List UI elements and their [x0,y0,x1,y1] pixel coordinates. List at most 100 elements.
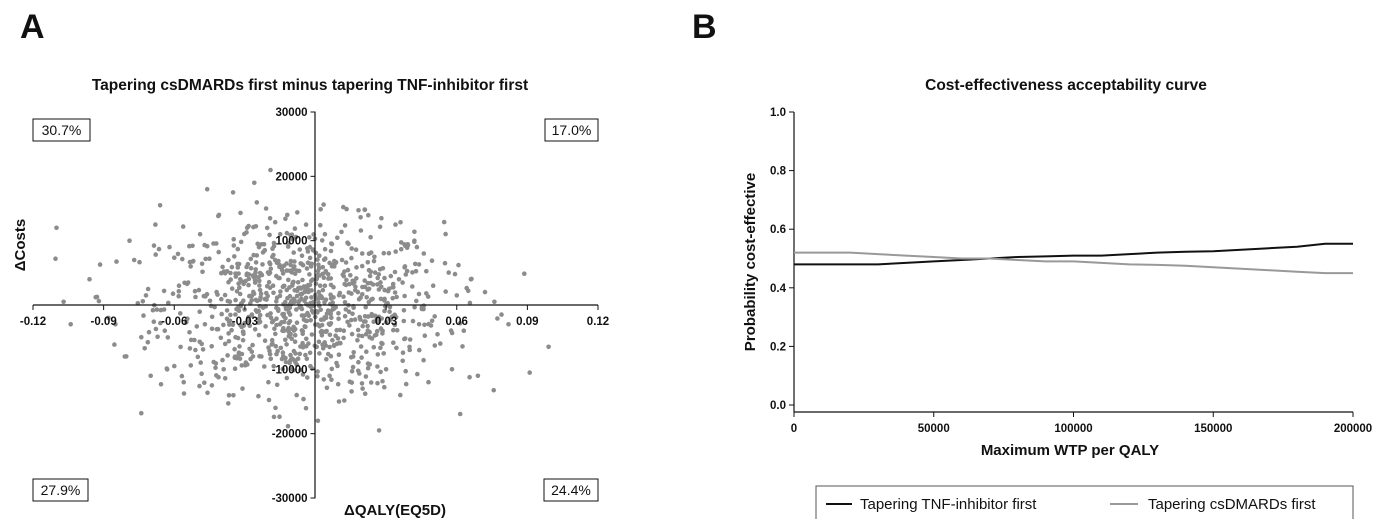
scatter-point [347,281,352,287]
scatter-point [443,289,449,294]
scatter-point [106,315,111,321]
scatter-point [124,354,129,359]
scatter-point [253,270,258,275]
scatter-point [329,315,334,321]
scatter-point [376,272,382,277]
scatter-point [273,344,279,349]
scatter-point [233,312,238,317]
scatter-point [238,323,243,328]
scatter-point [264,283,270,289]
scatter-point [215,292,220,297]
scatter-point [387,304,393,310]
scatter-point [187,330,192,335]
scatter-point [237,344,242,349]
x-ticks: -0.12 -0.09 -0.06 -0.03 0.03 0.06 0.09 0.12 [20,305,609,328]
scatter-point [321,377,327,382]
scatter-point [359,333,365,339]
scatter-point [301,313,307,318]
scatter-point [398,240,404,245]
scatter-point [442,260,448,266]
scatter-point [379,340,384,346]
scatter-point [407,344,412,350]
scatter-point [240,337,246,343]
scatter-point [229,327,234,333]
scatter-point [321,202,326,207]
scatter-point [226,331,231,336]
y-tick-label: -20000 [272,429,308,441]
scatter-point [230,190,236,195]
scatter-point [280,366,286,372]
scatter-point [410,318,416,324]
scatter-point [228,277,233,282]
scatter-point [209,383,215,388]
scatter-point [342,300,348,305]
ceac-x-label: Maximum WTP per QALY [981,442,1159,459]
scatter-point [301,344,307,349]
scatter-point [235,261,240,267]
scatter-point [454,293,460,298]
scatter-point [319,294,324,299]
scatter-point [350,311,355,317]
scatter-point [398,220,403,225]
scatter-point [385,300,391,306]
scatter-point [283,216,288,222]
scatter-point [308,304,314,310]
scatter-point [421,306,426,312]
scatter-point [276,308,281,314]
scatter-point [222,341,228,347]
scatter-point [368,234,373,240]
scatter-point [266,397,272,403]
y-ticks: 30000 20000 10000 -10000 -20000 -30000 [272,107,316,505]
scatter-point [429,318,435,324]
scatter-point [280,350,286,355]
scatter-point [239,351,245,357]
scatter-point [231,237,236,242]
scatter-point [345,240,350,245]
scatter-point [164,366,170,371]
scatter-point [349,331,355,337]
scatter-point [367,273,373,279]
scatter-point [341,294,346,300]
x-tick-label: -0.06 [161,316,187,328]
scatter-point [387,309,392,315]
scatter-point [142,346,147,351]
scatter-point [313,281,319,286]
scatter-point [359,263,365,269]
scatter-point [365,323,370,329]
scatter-point [184,320,189,325]
scatter-point [320,264,326,270]
scatter-point [153,252,158,257]
scatter-point [271,240,277,246]
scatter-point [403,381,409,387]
scatter-point [261,242,267,247]
scatter-point [246,272,252,277]
scatter-point [151,319,157,325]
scatter-point [250,273,256,278]
ceac-panel: Cost-effectiveness acceptability curve 0… [742,77,1372,519]
scatter-point [205,390,210,396]
scatter-point [305,249,311,254]
scatter-point [350,364,356,370]
scatter-point [367,362,373,367]
scatter-point [328,301,333,307]
scatter-point [270,341,275,347]
scatter-point [522,271,527,277]
x-tick-label: -0.03 [232,316,258,328]
scatter-point [248,265,254,271]
scatter-point [320,345,326,351]
scatter-point [457,321,463,326]
scatter-point [428,323,434,328]
scatter-point [294,293,300,299]
scatter-point [294,392,300,398]
scatter-point [315,369,320,374]
scatter-point [362,284,368,290]
ceac-x-tick-label: 200000 [1334,423,1372,435]
scatter-point [432,343,438,348]
scatter-point [266,379,271,385]
scatter-point [317,253,322,258]
scatter-point [268,167,273,173]
scatter-point [359,381,365,386]
scatter-point [435,332,440,337]
scatter-point [349,380,355,385]
scatter-point [469,276,474,282]
